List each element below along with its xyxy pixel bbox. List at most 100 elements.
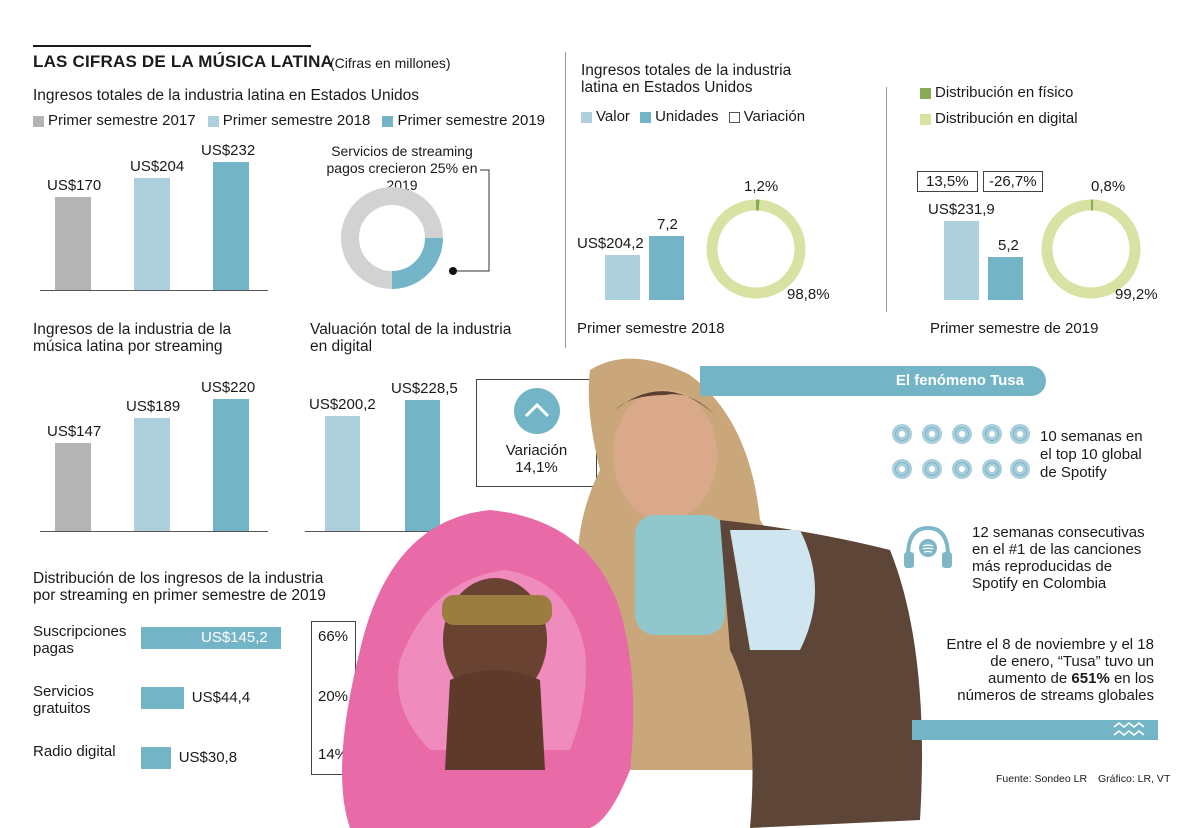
separator-1 [565, 52, 566, 348]
hbar [141, 747, 171, 769]
bar [405, 399, 440, 531]
legend-swatch-green-dark [920, 87, 931, 99]
hbar-cat-2: Servicios gratuitos [33, 683, 94, 717]
cd-icon [952, 459, 972, 479]
legend-unidades: Unidades [640, 108, 718, 125]
headphones-spotify-icon [904, 525, 952, 568]
legend-variacion: Variación [728, 108, 805, 125]
donut3-small-label: 0,8% [1091, 178, 1126, 195]
share-1: 66% [318, 628, 349, 645]
chart3-title: Valuación total de la industria en digit… [310, 321, 512, 355]
zigzag-icon [1113, 721, 1145, 737]
cd-icons [892, 424, 1032, 484]
bar-value-label: US$170 [47, 176, 102, 194]
chart2-bars: US$147 US$189 US$220 [40, 375, 268, 533]
donut2-small-label: 1,2% [744, 178, 779, 195]
chart-baseline [40, 531, 268, 532]
variation-value: 14,1% [515, 459, 558, 476]
footer: Fuente: Sondeo LR Gráfico: LR, VT [996, 773, 1170, 785]
chart4-hbars: US$145,2 US$44,4 US$30,8 [141, 620, 311, 770]
bar-value-label: 5,2 [998, 237, 1019, 254]
bar [649, 236, 684, 300]
chart6-legend: Distribución en físico Distribución en d… [920, 80, 1078, 132]
chart5-title: Ingresos totales de la industria latina … [581, 62, 792, 96]
donut-callout-line [449, 169, 490, 275]
digital-donut-2019 [1041, 199, 1141, 299]
legend-2017: Primer semestre 2017 [33, 112, 196, 129]
legend-swatch-empty [728, 111, 740, 123]
variation-badge-1: 13,5% [917, 171, 978, 192]
chart-baseline [305, 531, 475, 532]
donut-slice [1041, 199, 1141, 299]
bar-value-label: US$204 [130, 157, 185, 175]
bar-value-label: US$147 [47, 422, 102, 440]
hbar [141, 687, 184, 709]
donut3-big-label: 99,2% [1115, 286, 1158, 303]
chart1-bars: US$170 US$204 US$232 [40, 140, 268, 292]
hbar-value-label: US$145,2 [201, 629, 268, 646]
variation-label: Variación [505, 442, 568, 459]
page-title: LAS CIFRAS DE LA MÚSICA LATINA [33, 52, 334, 71]
bar [55, 442, 91, 531]
bar-value-label: US$220 [201, 379, 256, 396]
hbar-cat-3: Radio digital [33, 743, 116, 760]
separator-2 [886, 87, 887, 312]
share-3: 14% [318, 746, 349, 763]
donut2-big-label: 98,8% [787, 286, 830, 303]
bar [213, 399, 249, 531]
streaming-donut [341, 187, 443, 289]
bar [325, 415, 360, 531]
legend-swatch-light-blue [581, 111, 592, 123]
donut-slice [706, 199, 806, 299]
bar [605, 255, 640, 300]
hbar [141, 627, 281, 649]
tusa-fact-3-line3: aumento de 651% en los [988, 670, 1154, 687]
chart-baseline [40, 290, 268, 291]
chart2-title: Ingresos de la industria de la música la… [33, 321, 232, 355]
legend-fisico: Distribución en físico [920, 80, 1078, 106]
share-2: 20% [318, 688, 349, 705]
cd-icon [952, 424, 972, 444]
hbar-value-label: US$30,8 [178, 749, 238, 766]
cd-icon [1010, 424, 1030, 444]
cd-icon [982, 424, 1002, 444]
cd-icon [892, 459, 912, 479]
chart1-title: Ingresos totales de la industria latina … [33, 87, 420, 104]
chart5-legend: Valor Unidades Variación [581, 108, 805, 125]
bar-value-label: US$231,9 [928, 201, 995, 218]
bar-value-label: US$228,5 [391, 379, 458, 397]
bar [134, 177, 170, 290]
cd-icon [982, 459, 1002, 479]
variation-badge-2: -26,7% [983, 171, 1043, 192]
tusa-fact-2: 12 semanas consecutivas en el #1 de las … [972, 524, 1145, 592]
cd-icon [922, 424, 942, 444]
donut-slice [341, 187, 443, 289]
chart5-bars: US$204,2 7,2 [575, 190, 695, 300]
title-rule [33, 45, 311, 47]
bar-value-label: US$232 [201, 142, 256, 160]
cd-icon [1010, 459, 1030, 479]
hbar-value-label: US$44,4 [191, 689, 251, 706]
tusa-fact-3: Entre el 8 de noviembre y el 18 de enero… [942, 636, 1154, 704]
chart5-period: Primer semestre 2018 [577, 320, 725, 337]
legend-swatch-gray [33, 115, 44, 127]
legend-swatch-green-light [920, 113, 931, 125]
units-note: (Cifras en millones) [330, 55, 451, 71]
legend-2019: Primer semestre 2019 [382, 112, 545, 129]
tusa-title-banner: El fenómeno Tusa [700, 366, 1046, 396]
bar [944, 221, 979, 300]
chart6-bars: US$231,9 5,2 [914, 195, 1034, 300]
bar-value-label: US$189 [126, 397, 181, 415]
legend-swatch-blue [640, 111, 652, 123]
bar-value-label: US$204,2 [577, 235, 644, 252]
bar [134, 417, 170, 531]
legend-swatch-light-blue [207, 115, 219, 127]
chart1-legend: Primer semestre 2017 Primer semestre 201… [33, 112, 545, 129]
chart6-period: Primer semestre de 2019 [930, 320, 1099, 337]
tusa-bottom-bar [912, 720, 1158, 740]
graphic-credit: Gráfico: LR, VT [1098, 773, 1171, 785]
legend-valor: Valor [581, 108, 630, 125]
bar-value-label: US$200,2 [309, 395, 376, 413]
legend-swatch-blue [382, 115, 394, 127]
cd-icon [892, 424, 912, 444]
